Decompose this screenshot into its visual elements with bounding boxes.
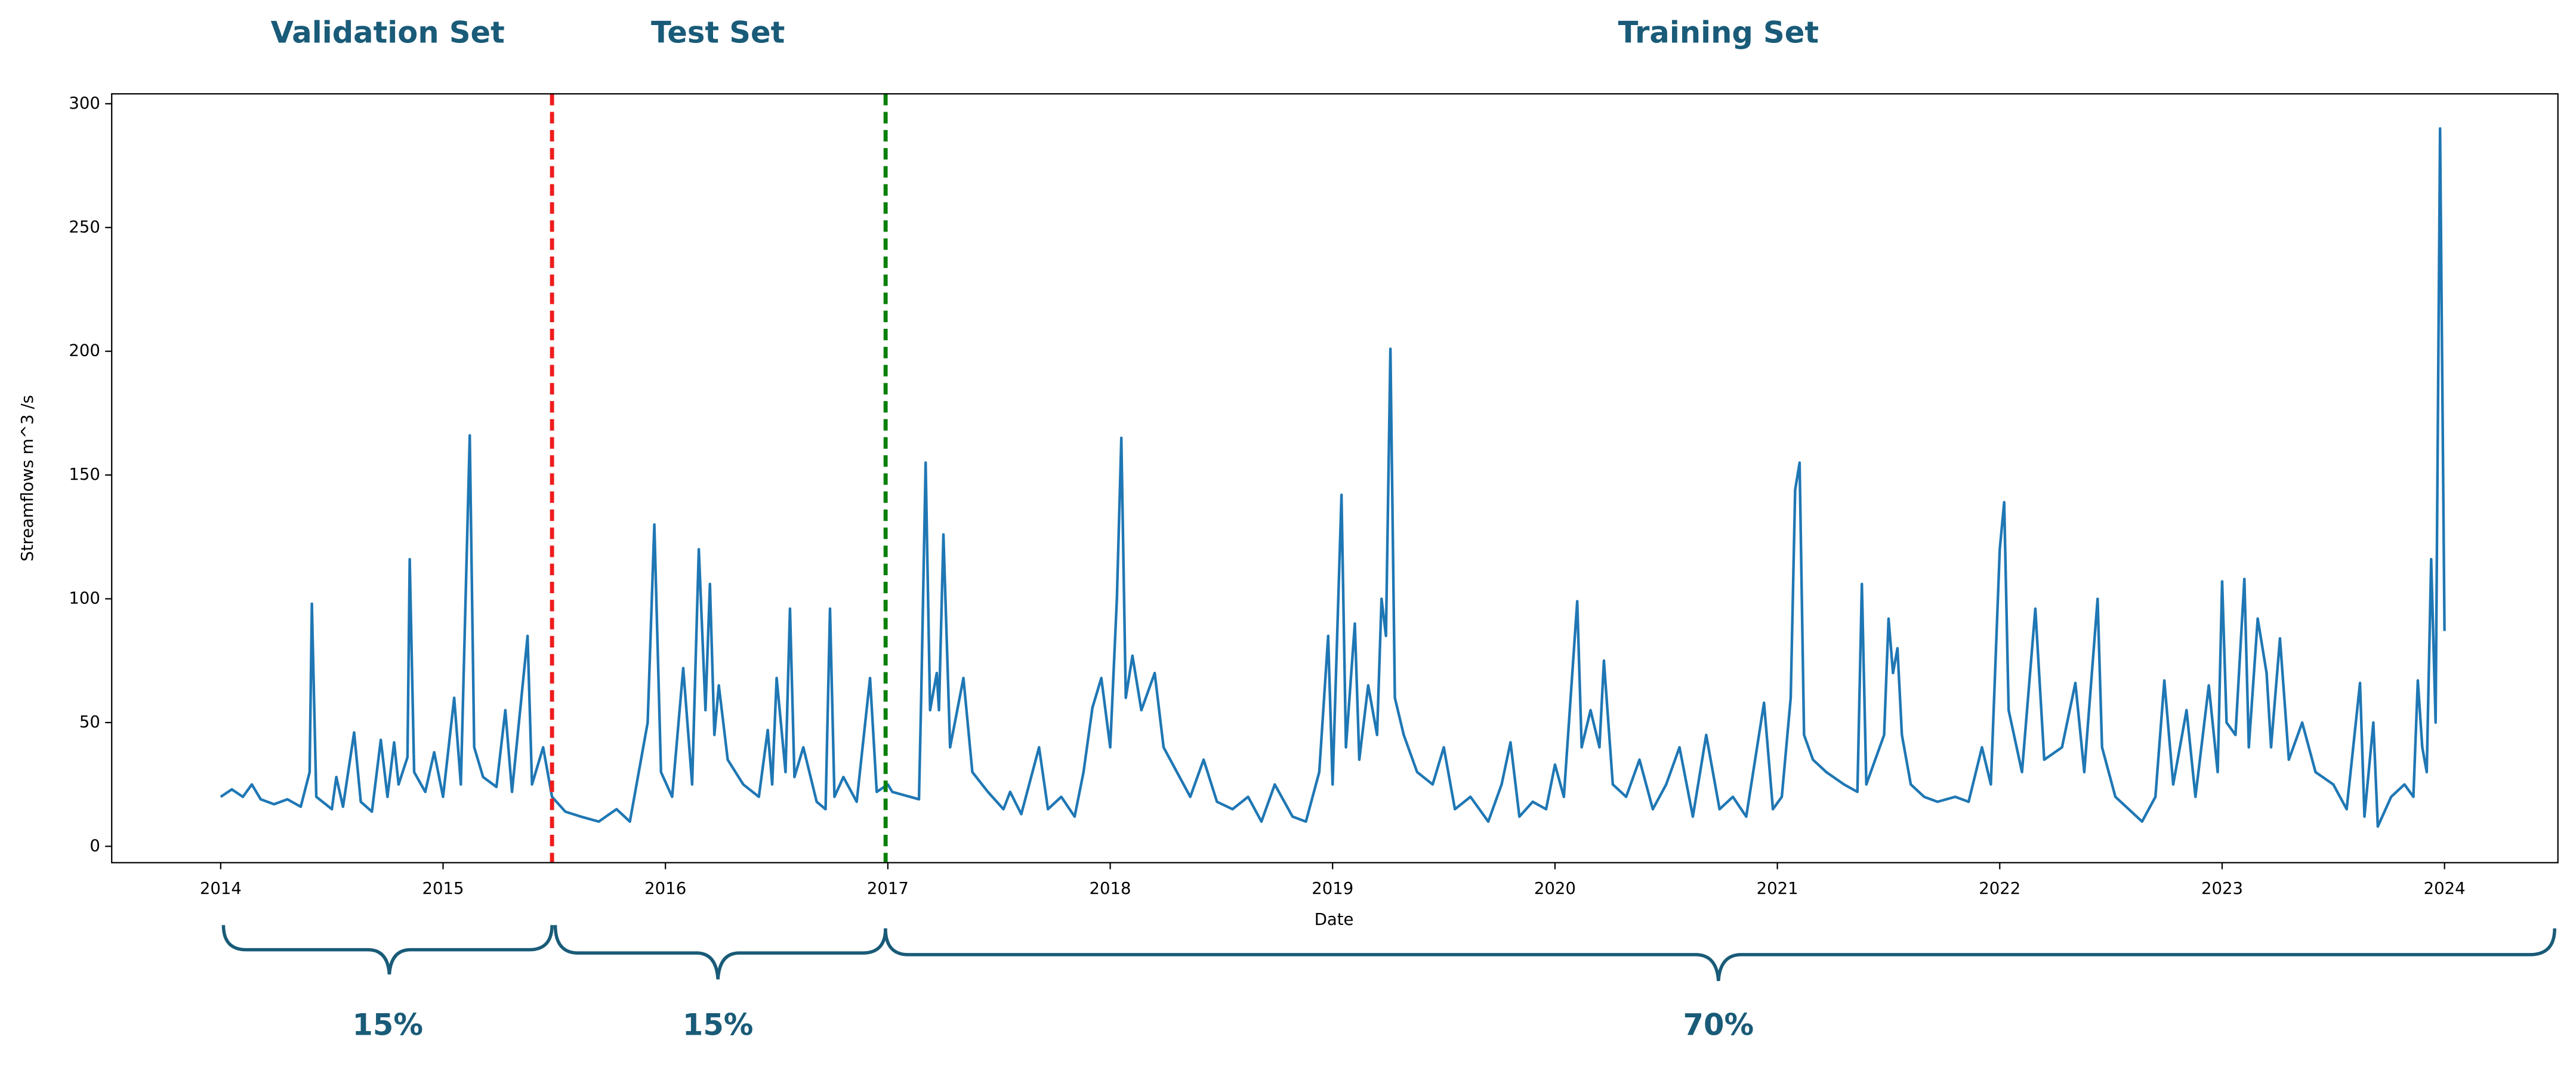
percent-label: 70% [1683, 1008, 1754, 1042]
y-tick-label: 100 [69, 589, 100, 608]
x-tick-label: 2018 [1090, 879, 1131, 898]
x-tick-label: 2021 [1757, 879, 1798, 898]
x-tick-label: 2023 [2201, 879, 2243, 898]
y-axis-label: Streamflows m^3 /s [18, 395, 37, 561]
y-tick-label: 150 [69, 465, 100, 484]
plot-frame [111, 93, 2559, 863]
brace [553, 925, 887, 980]
x-tick-label: 2016 [644, 879, 686, 898]
percent-label: 15% [683, 1008, 754, 1042]
y-tick-label: 50 [79, 712, 100, 732]
set-label: Training Set [1618, 16, 1819, 50]
y-tick-label: 0 [90, 836, 100, 855]
brace [884, 928, 2556, 982]
x-tick-label: 2019 [1312, 879, 1353, 898]
x-tick-label: 2024 [2424, 879, 2466, 898]
braces [221, 925, 2556, 982]
set-label: Validation Set [271, 16, 505, 50]
x-tick-label: 2022 [1979, 879, 2020, 898]
x-axis-label: Date [1315, 910, 1354, 929]
percent-label: 15% [352, 1008, 423, 1042]
x-tick-label: 2014 [200, 879, 242, 898]
set-label: Test Set [651, 16, 785, 50]
x-tick-label: 2015 [422, 879, 464, 898]
y-tick-label: 300 [69, 94, 100, 113]
x-tick-label: 2020 [1534, 879, 1576, 898]
y-tick-label: 250 [69, 217, 100, 236]
y-tick-label: 200 [69, 341, 100, 360]
series-line [220, 127, 2446, 828]
brace [221, 925, 554, 975]
x-tick-label: 2017 [867, 879, 909, 898]
